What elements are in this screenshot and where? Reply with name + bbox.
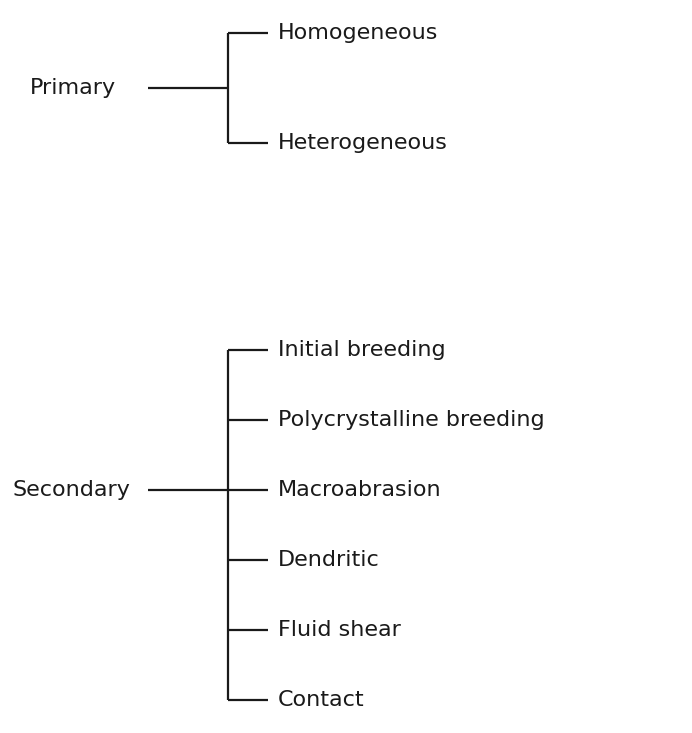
Text: Macroabrasion: Macroabrasion xyxy=(278,480,441,500)
Text: Heterogeneous: Heterogeneous xyxy=(278,133,448,153)
Text: Contact: Contact xyxy=(278,690,365,710)
Text: Homogeneous: Homogeneous xyxy=(278,23,438,43)
Text: Initial breeding: Initial breeding xyxy=(278,340,446,360)
Text: Primary: Primary xyxy=(30,78,116,98)
Text: Secondary: Secondary xyxy=(12,480,130,500)
Text: Fluid shear: Fluid shear xyxy=(278,620,401,640)
Text: Dendritic: Dendritic xyxy=(278,550,380,570)
Text: Polycrystalline breeding: Polycrystalline breeding xyxy=(278,410,545,430)
